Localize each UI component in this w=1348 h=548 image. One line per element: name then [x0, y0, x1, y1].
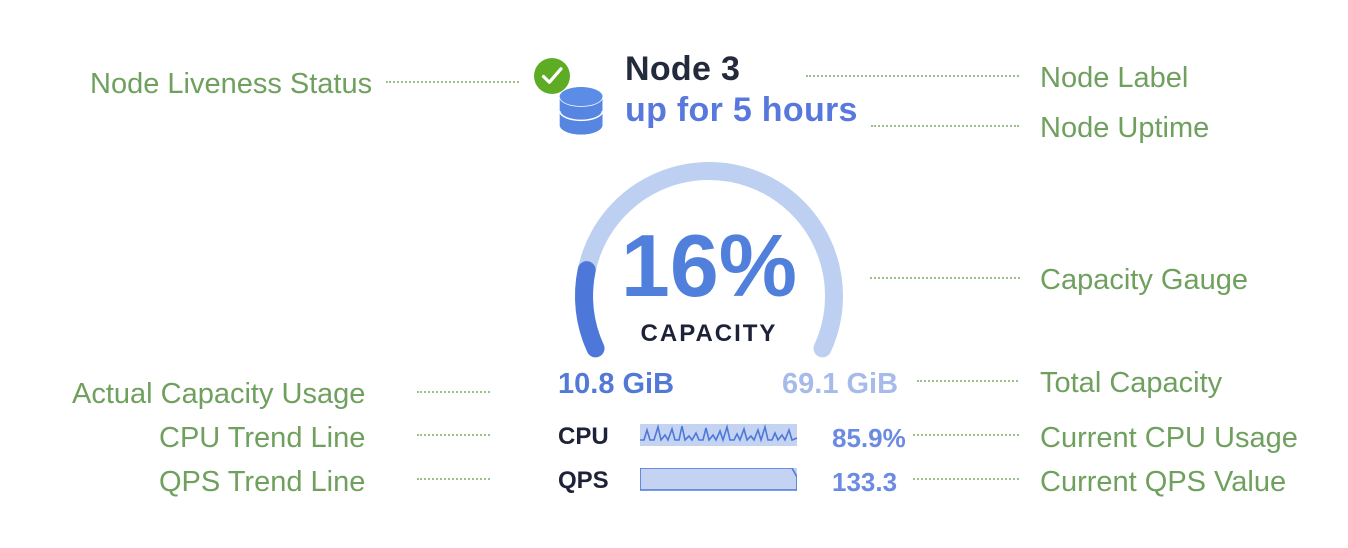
svg-text:CAPACITY: CAPACITY: [641, 320, 778, 347]
svg-text:16%: 16%: [621, 216, 797, 315]
